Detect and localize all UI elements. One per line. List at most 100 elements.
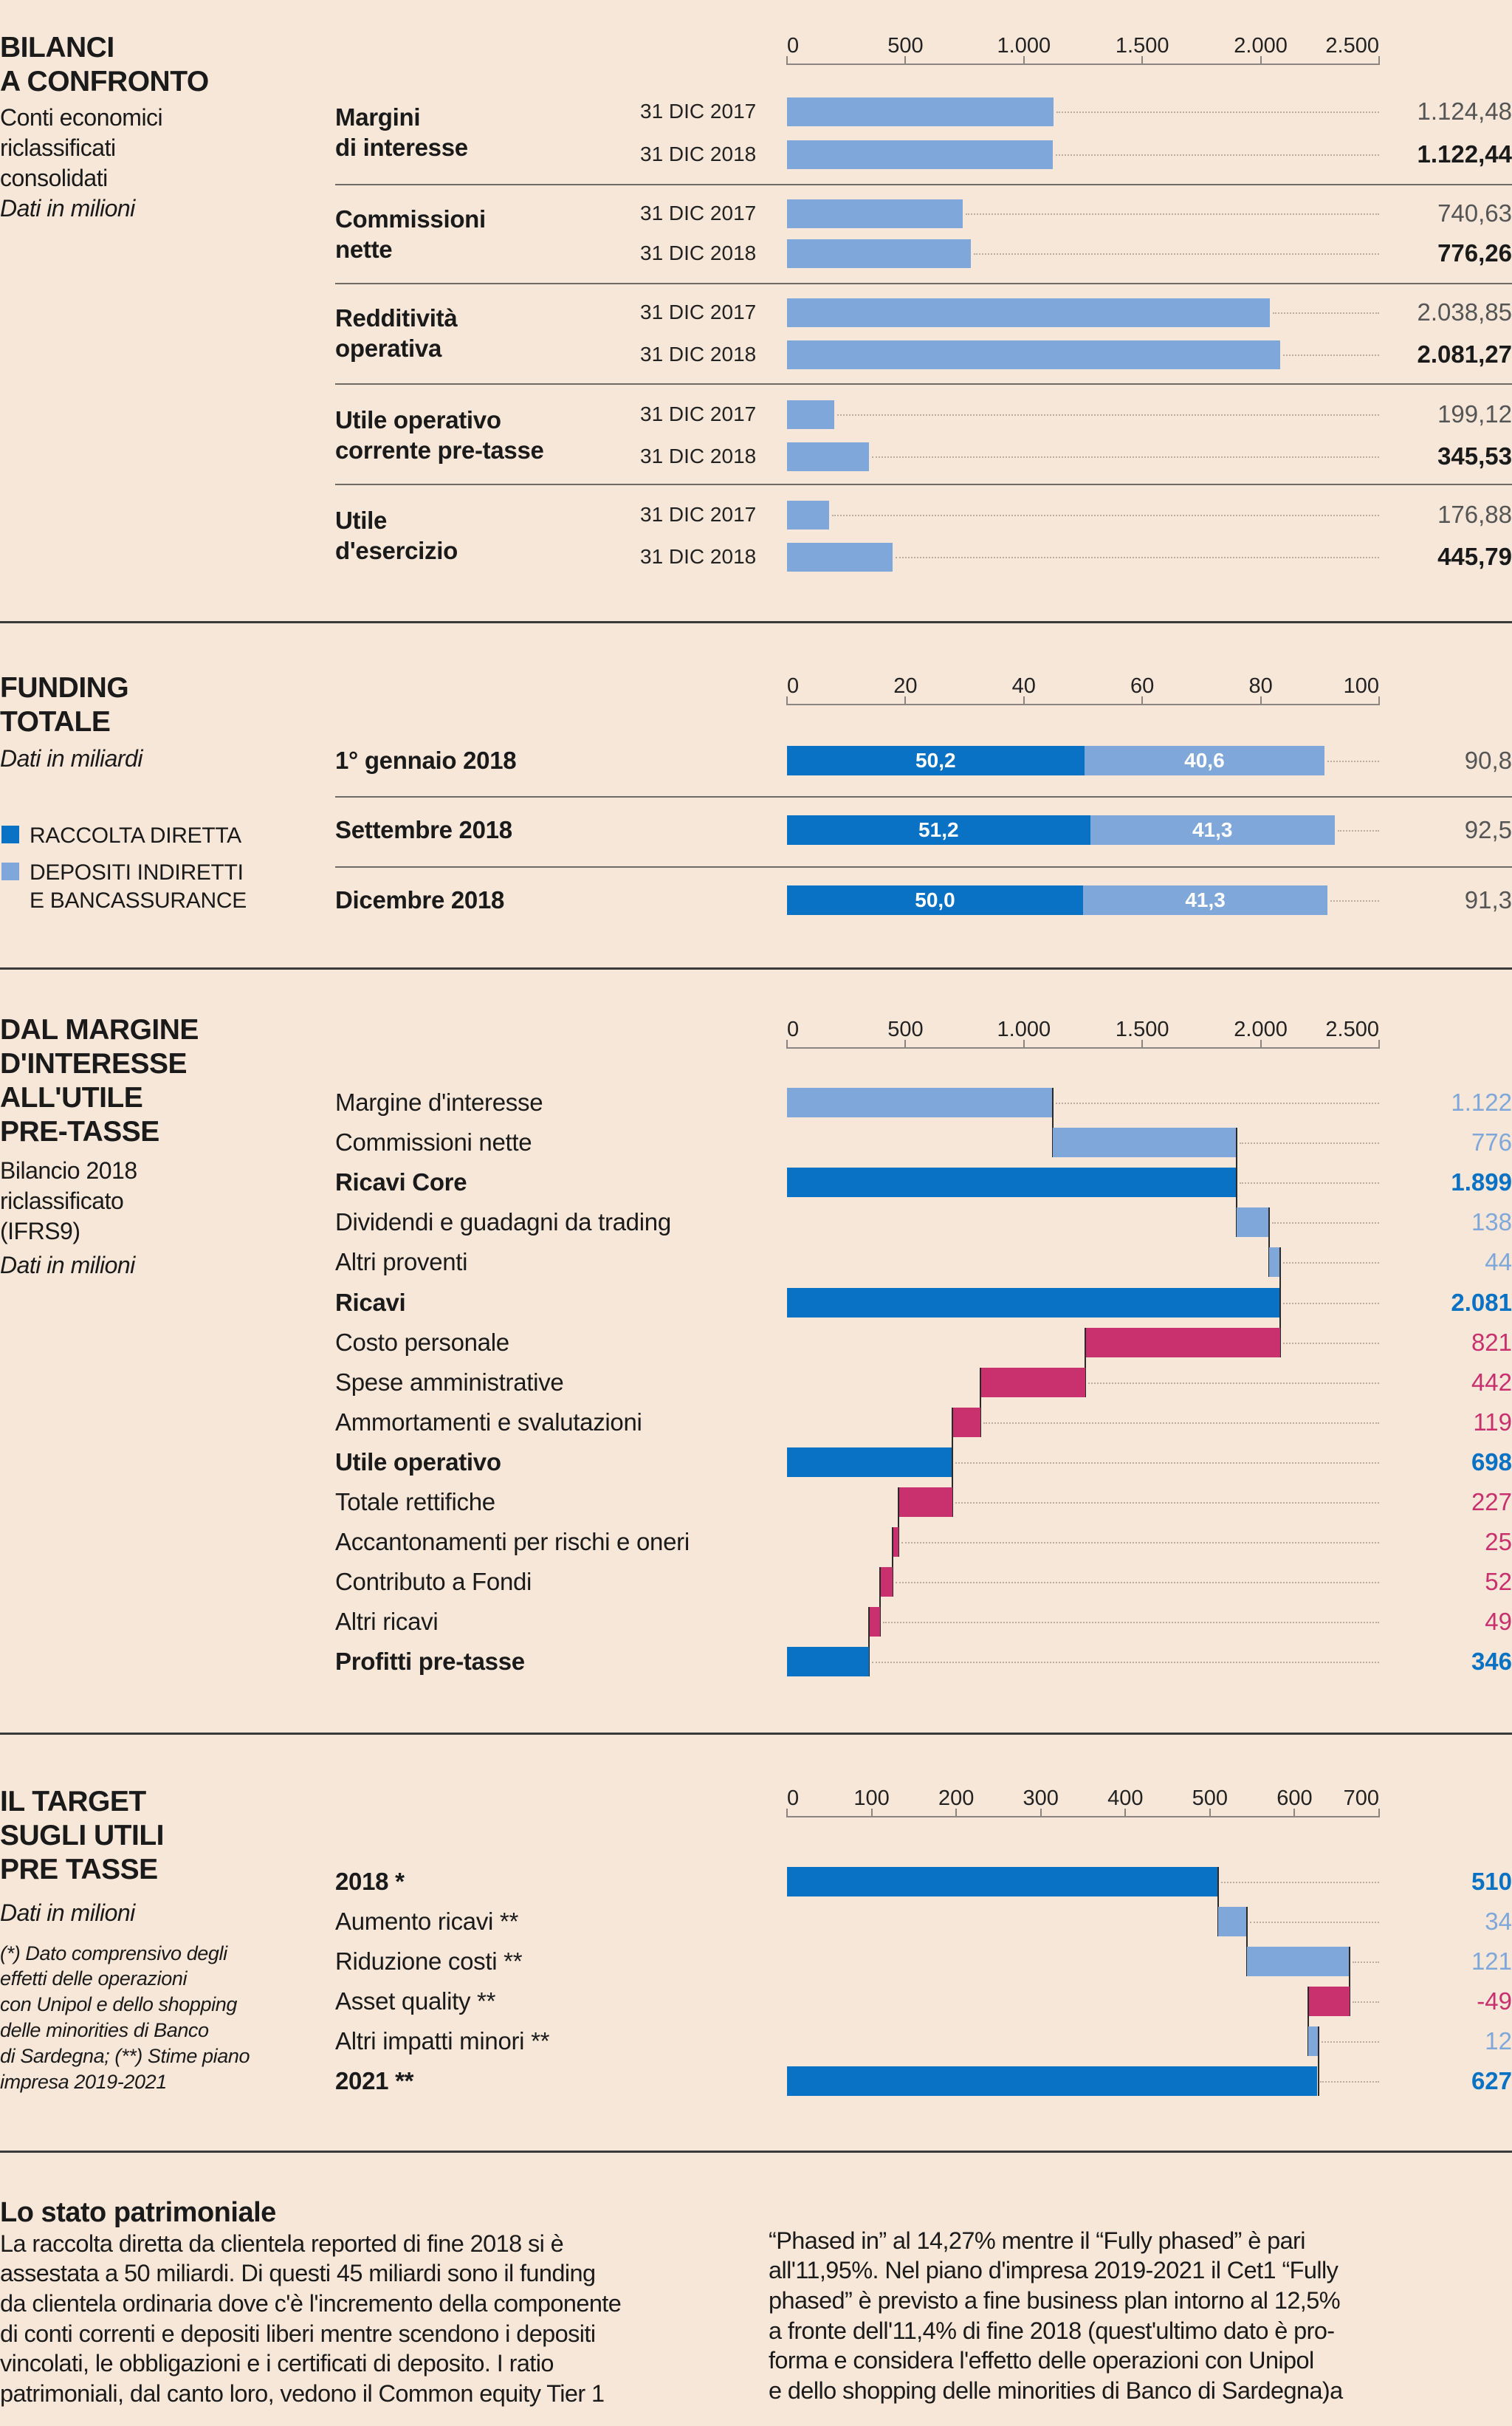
- unit-note: Dati in milioni: [0, 195, 135, 222]
- x-axis-tick: [1023, 56, 1025, 65]
- article-line: a fronte dell'11,4% di fine 2018 (quest'…: [769, 2317, 1335, 2344]
- waterfall-bar: [787, 1447, 952, 1477]
- bar: [787, 501, 829, 530]
- article-line: di conti correnti e depositi liberi ment…: [0, 2320, 596, 2347]
- connector-line: [867, 1607, 870, 1677]
- waterfall-bar: [1218, 1907, 1248, 1936]
- value-label: 776,26: [1437, 239, 1512, 267]
- value-label: 740,63: [1437, 199, 1512, 227]
- waterfall-label: 2018 *: [335, 1868, 405, 1895]
- leader-line: [1282, 1262, 1379, 1264]
- leader-line: [1352, 1961, 1379, 1963]
- leader-line: [955, 1462, 1379, 1464]
- x-tick-label: 1.500: [1115, 1018, 1169, 1041]
- waterfall-value: 2.081: [1451, 1288, 1512, 1316]
- waterfall-bar: [880, 1567, 893, 1597]
- bar: [787, 97, 1054, 126]
- x-axis: [787, 1047, 1379, 1049]
- section-title-line: DAL MARGINE: [0, 1014, 199, 1046]
- waterfall-label: Costo personale: [335, 1328, 509, 1356]
- value-label: 199,12: [1437, 400, 1512, 428]
- waterfall-value: 49: [1485, 1608, 1512, 1636]
- x-tick-label: 0: [787, 674, 800, 698]
- section-subtitle-line: Conti economici: [0, 104, 163, 131]
- waterfall-label: Altri ricavi: [335, 1608, 439, 1636]
- x-tick-label: 700: [1343, 1786, 1379, 1810]
- footnote-line: di Sardegna; (**) Stime piano: [0, 2044, 250, 2067]
- x-axis-tick: [1023, 1040, 1025, 1049]
- waterfall-bar: [1085, 1327, 1280, 1357]
- connector-line: [1235, 1128, 1237, 1198]
- x-tick-label: 600: [1276, 1786, 1313, 1810]
- waterfall-value: 442: [1471, 1368, 1512, 1396]
- waterfall-bar: [980, 1367, 1086, 1397]
- leader-line: [1330, 900, 1379, 902]
- category-label: Redditività: [335, 304, 458, 332]
- x-axis-tick: [904, 56, 907, 65]
- period-label: 31 DIC 2018: [640, 445, 757, 467]
- waterfall-value: 698: [1471, 1447, 1512, 1476]
- waterfall-label: Ricavi: [335, 1288, 406, 1316]
- period-label: 31 DIC 2018: [640, 241, 757, 264]
- leader-line: [1055, 1103, 1379, 1104]
- waterfall-label: Dividendi e guadagni da trading: [335, 1208, 671, 1236]
- section-title-line: A CONFRONTO: [0, 66, 209, 97]
- leader-line: [836, 414, 1379, 416]
- waterfall-bar: [898, 1487, 952, 1517]
- x-axis-tick: [786, 56, 788, 65]
- waterfall-label: Profitti pre-tasse: [335, 1648, 525, 1676]
- waterfall-label: Spese amministrative: [335, 1368, 564, 1396]
- waterfall-value: 346: [1471, 1648, 1512, 1676]
- legend-label: DEPOSITI INDIRETTI: [30, 860, 244, 885]
- leader-line: [1282, 1342, 1379, 1344]
- period-label: 31 DIC 2018: [640, 143, 757, 165]
- waterfall-label: Margine d'interesse: [335, 1089, 543, 1116]
- x-tick-label: 100: [853, 1786, 890, 1810]
- leader-line: [1088, 1382, 1379, 1384]
- leader-line: [983, 1422, 1379, 1424]
- x-tick-label: 1.000: [997, 34, 1051, 58]
- leader-line: [896, 1582, 1379, 1584]
- bar: [787, 298, 1271, 327]
- leader-line: [1282, 1302, 1379, 1304]
- waterfall-label: Totale rettifiche: [335, 1488, 495, 1515]
- bar: [787, 140, 1054, 169]
- category-label: Margini: [335, 103, 421, 131]
- footnote-line: impresa 2019-2021: [0, 2070, 167, 2093]
- waterfall-value: 227: [1471, 1488, 1512, 1515]
- waterfall-label: Contributo a Fondi: [335, 1568, 532, 1596]
- x-tick-label: 2.500: [1325, 1018, 1379, 1041]
- value-label: 1.124,48: [1417, 97, 1512, 125]
- row-separator: [335, 866, 1512, 868]
- waterfall-value: 1.122: [1451, 1089, 1512, 1116]
- waterfall-label: Altri impatti minori **: [335, 2027, 550, 2055]
- x-tick-label: 500: [887, 34, 924, 58]
- article-line: da clientela ordinaria dove c'è l'increm…: [0, 2289, 622, 2317]
- x-tick-label: 2.000: [1234, 34, 1288, 58]
- waterfall-value: 12: [1485, 2027, 1512, 2055]
- section-subtitle-line: riclassificati: [0, 134, 116, 161]
- period-label: 31 DIC 2017: [640, 100, 757, 123]
- x-tick-label: 100: [1343, 674, 1379, 698]
- article-line: all'11,95%. Nel piano d'impresa 2019-202…: [769, 2257, 1339, 2284]
- waterfall-bar: [1052, 1128, 1237, 1158]
- connector-line: [1051, 1088, 1054, 1158]
- stacked-bar-segment: 40,6: [1084, 746, 1325, 775]
- waterfall-value: 776: [1471, 1128, 1512, 1157]
- leader-line: [883, 1622, 1379, 1624]
- x-tick-label: 40: [1011, 674, 1036, 698]
- stacked-bar-segment: 51,2: [787, 815, 1090, 845]
- section-title-line: FUNDING: [0, 672, 129, 704]
- category-label: operativa: [335, 335, 442, 362]
- leader-line: [1337, 830, 1379, 832]
- x-tick-label: 2.000: [1234, 1018, 1288, 1041]
- waterfall-label: Ricavi Core: [335, 1168, 467, 1196]
- footnote-line: con Unipol e dello shopping: [0, 1993, 237, 2016]
- connector-line: [1307, 1987, 1309, 2056]
- x-axis-tick: [786, 1809, 788, 1817]
- x-axis-tick: [1023, 696, 1025, 705]
- group-separator: [335, 484, 1512, 485]
- group-separator: [335, 184, 1512, 185]
- category-label: corrente pre-tasse: [335, 436, 544, 464]
- x-tick-label: 60: [1130, 674, 1155, 698]
